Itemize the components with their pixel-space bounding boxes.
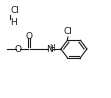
Text: Cl: Cl (10, 6, 19, 15)
Text: O: O (15, 44, 22, 54)
Text: H: H (49, 44, 55, 53)
Text: Cl: Cl (63, 27, 72, 36)
Text: N: N (46, 44, 53, 54)
Text: H: H (10, 18, 17, 27)
Text: O: O (26, 32, 33, 41)
